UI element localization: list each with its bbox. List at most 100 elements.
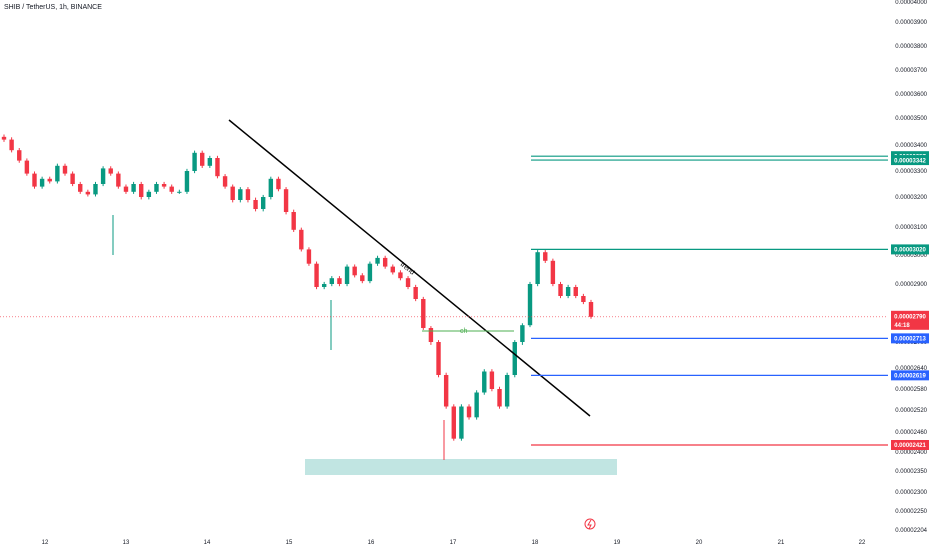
- candle-body: [222, 176, 228, 187]
- price-tags: 0.000033570.000033420.000030200.00002713…: [891, 151, 929, 450]
- candle-body: [390, 266, 395, 273]
- candle: [154, 181, 159, 194]
- candle: [1, 134, 7, 142]
- candle: [451, 404, 456, 441]
- candle-body: [329, 278, 335, 284]
- candle: [283, 187, 289, 215]
- candle: [93, 181, 98, 197]
- candle-body: [32, 173, 37, 187]
- candle-body: [344, 266, 350, 284]
- demand-zone[interactable]: [305, 459, 617, 475]
- candle-body: [558, 284, 563, 296]
- candle: [39, 176, 45, 189]
- candle-body: [39, 178, 45, 187]
- candle-body: [504, 375, 510, 407]
- price-tick-label: 0.00002250: [895, 509, 927, 515]
- price-tick-label: 0.00003600: [895, 92, 927, 98]
- candle: [314, 261, 319, 290]
- price-tick-label: 0.00003700: [895, 68, 927, 74]
- candle-body: [230, 186, 235, 200]
- candle: [367, 261, 373, 284]
- candle: [299, 227, 304, 252]
- price-tick-label: 0.00002460: [895, 430, 927, 436]
- candle: [47, 176, 52, 184]
- candle: [78, 181, 83, 194]
- candle-body: [443, 375, 449, 407]
- candle-body: [382, 257, 388, 267]
- time-tick-label: 12: [42, 540, 49, 546]
- candle-body: [100, 168, 106, 184]
- candle: [329, 276, 335, 287]
- candle: [70, 171, 75, 187]
- candle-body: [161, 184, 167, 187]
- candle: [184, 168, 190, 194]
- horizontal-levels[interactable]: [0, 155, 888, 446]
- price-tick-label: 0.00003400: [895, 143, 927, 149]
- candle: [268, 176, 274, 200]
- countdown-text: 44:18: [894, 323, 910, 329]
- candle-body: [70, 173, 75, 184]
- time-tick-label: 20: [696, 540, 703, 546]
- candle-body: [238, 189, 243, 200]
- candle: [55, 163, 60, 184]
- price-tick-label: 0.00003200: [895, 195, 927, 201]
- candle-body: [146, 191, 152, 197]
- candle: [421, 296, 426, 330]
- candle: [123, 184, 129, 194]
- candle-body: [24, 160, 30, 174]
- candle-body: [459, 406, 464, 439]
- candle: [512, 340, 517, 378]
- level-price-tag: [891, 155, 929, 166]
- candle: [550, 258, 556, 287]
- candle-body: [245, 189, 251, 200]
- candle-body: [123, 186, 129, 192]
- candle-body: [200, 152, 205, 166]
- candle: [139, 181, 144, 200]
- price-axis[interactable]: 0.00004000 0.00003900 0.00003800 0.00003700…: [895, 0, 927, 534]
- candle: [581, 293, 586, 305]
- candle-body: [268, 178, 274, 197]
- time-axis[interactable]: 12 13 14 15 16 17 18 19 20 21 22: [42, 518, 866, 546]
- price-tick-label: 0.00002520: [895, 408, 927, 414]
- candle: [558, 281, 563, 299]
- candle-body: [421, 299, 426, 328]
- candle: [573, 284, 578, 299]
- candle: [200, 150, 205, 168]
- candle: [588, 299, 594, 319]
- candle: [169, 184, 174, 194]
- candle: [17, 148, 22, 163]
- candle-body: [588, 302, 594, 317]
- candle: [504, 372, 510, 409]
- candle-body: [535, 252, 540, 284]
- candle-body: [405, 278, 411, 287]
- candle-body: [497, 389, 502, 407]
- candle: [215, 155, 220, 179]
- candle: [100, 166, 106, 187]
- candle-body: [306, 249, 312, 264]
- time-tick-label: 15: [286, 540, 293, 546]
- candle: [565, 284, 571, 299]
- candle-body: [474, 392, 479, 418]
- price-tick-label: 0.00003300: [895, 169, 927, 175]
- candle-body: [375, 257, 380, 264]
- candle: [276, 176, 281, 192]
- candle: [413, 284, 418, 302]
- candle-body: [108, 168, 113, 174]
- candle: [482, 369, 487, 395]
- candle: [459, 404, 464, 441]
- candle: [352, 264, 357, 278]
- candle: [360, 273, 365, 284]
- candle: [161, 181, 167, 189]
- candle: [253, 197, 258, 212]
- level-price-tag: [891, 440, 929, 450]
- candle: [260, 194, 266, 212]
- candle-body: [169, 186, 174, 192]
- price-tick-label: 0.00003900: [895, 20, 927, 26]
- candle-body: [527, 284, 533, 326]
- candle-body: [139, 184, 144, 197]
- candle: [222, 174, 228, 189]
- candle: [306, 247, 312, 266]
- demand-zone-rect: [305, 459, 617, 475]
- candle-body: [276, 178, 281, 190]
